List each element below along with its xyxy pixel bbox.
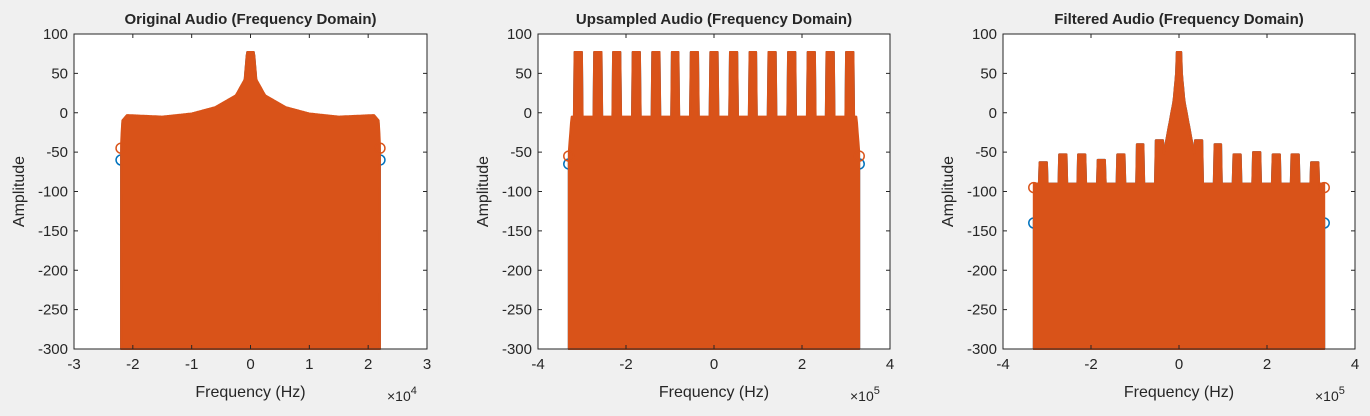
y-tick-label: -300 [38,341,68,358]
y-tick-label: -200 [967,262,997,279]
series-2-markers [120,51,381,350]
x-axis-label: Frequency (Hz) [1124,384,1234,401]
x-tick-label: -3 [67,356,80,373]
y-tick-label: -250 [967,302,997,319]
chart-title: Filtered Audio (Frequency Domain) [1054,11,1303,28]
x-axis-exponent: ×104 [387,385,417,404]
y-tick-label: 50 [51,65,68,82]
y-axis-label: Amplitude [940,156,957,227]
y-tick-label: -100 [38,184,68,201]
x-tick-label: -1 [185,356,198,373]
x-axis-label: Frequency (Hz) [195,384,305,401]
y-tick-label: 100 [507,26,532,43]
y-tick-label: 100 [43,26,68,43]
series-2-edge-point-2 [1318,181,1330,194]
y-tick-label: 0 [989,105,997,122]
y-tick-label: -100 [502,184,532,201]
y-tick-label: -150 [38,223,68,240]
y-tick-label: 0 [60,105,68,122]
x-tick-label: 0 [246,356,254,373]
y-tick-label: -50 [510,144,532,161]
y-tick-label: -150 [967,223,997,240]
y-tick-label: -300 [967,341,997,358]
x-tick-label: -2 [1084,356,1097,373]
series-2-edge-point-1 [1028,181,1040,194]
x-tick-label: 0 [1175,356,1183,373]
y-tick-label: -50 [46,144,68,161]
x-tick-label: 2 [798,356,806,373]
x-axis-exponent: ×105 [1315,385,1345,404]
y-tick-label: 50 [980,65,997,82]
x-tick-label: -4 [531,356,544,373]
series-2-edge-point-1 [115,142,127,154]
x-tick-label: -4 [996,356,1009,373]
x-axis-exponent: ×105 [850,385,880,404]
series-2-markers [567,51,861,350]
y-tick-label: 0 [524,105,532,122]
y-axis-label: Amplitude [475,156,492,227]
series-2-edge-point-2 [853,150,865,162]
subplot-1: -3 -2 -1 0 1 2 3 100 50 0 -50 -100 -150 -200 -250 -300 O… [11,11,431,404]
y-tick-label: -300 [502,341,532,358]
x-tick-label: 2 [1263,356,1271,373]
y-axis-label: Amplitude [11,156,28,227]
series-2-edge-point-2 [374,142,386,154]
y-tick-label: -100 [967,184,997,201]
y-tick-label: -50 [975,144,997,161]
y-tick-label: -150 [502,223,532,240]
x-tick-label: -2 [126,356,139,373]
subplot-2: -4 -2 0 2 4 100 50 0 -50 -100 -150 -200 -250 -300 Upsa… [475,11,894,404]
x-tick-label: -2 [619,356,632,373]
y-tick-label: -250 [502,302,532,319]
subplot-3: -4 -2 0 2 4 100 50 0 -50 -100 -150 -200 -250 -300 Filt… [940,11,1359,404]
chart-title: Upsampled Audio (Frequency Domain) [576,11,852,28]
x-tick-label: 0 [710,356,718,373]
x-tick-label: 1 [305,356,313,373]
x-tick-label: 4 [1351,356,1359,373]
y-tick-label: 100 [972,26,997,43]
x-tick-label: 4 [886,356,894,373]
series-2-markers [1032,51,1326,350]
x-tick-label: 3 [423,356,431,373]
series-2-edge-point-1 [563,150,575,162]
y-tick-label: 50 [515,65,532,82]
y-tick-label: -250 [38,302,68,319]
y-tick-label: -200 [502,262,532,279]
x-tick-label: 2 [364,356,372,373]
x-axis-label: Frequency (Hz) [659,384,769,401]
y-tick-label: -200 [38,262,68,279]
chart-title: Original Audio (Frequency Domain) [125,11,377,28]
